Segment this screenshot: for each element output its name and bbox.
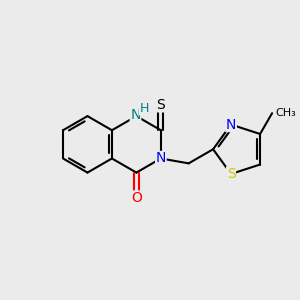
Text: N: N <box>130 108 141 122</box>
Text: CH₃: CH₃ <box>275 108 296 118</box>
Text: O: O <box>131 191 142 205</box>
Text: N: N <box>226 118 236 132</box>
Text: N: N <box>156 152 166 166</box>
Text: H: H <box>140 102 149 115</box>
Text: S: S <box>157 98 165 112</box>
Text: S: S <box>227 167 236 181</box>
